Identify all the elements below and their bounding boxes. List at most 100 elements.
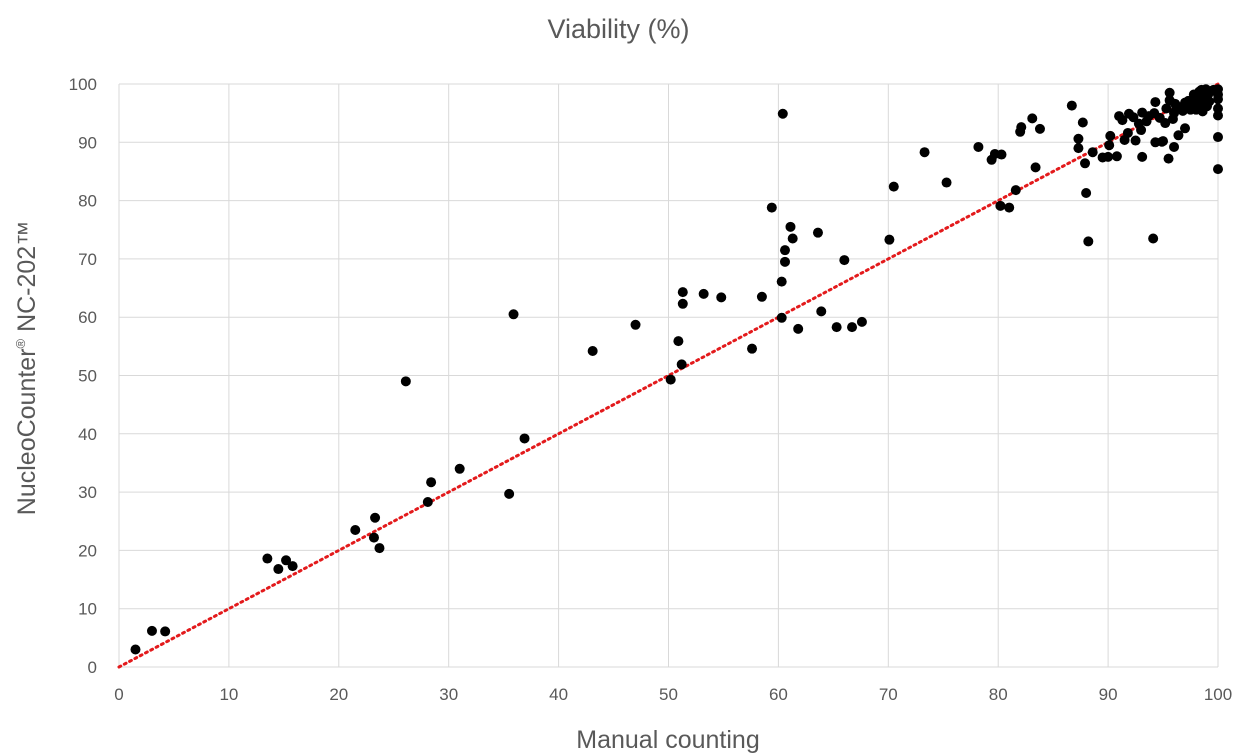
y-axis-ticks: 0 10 20 30 40 50 60 70 80 90 100 <box>69 75 97 677</box>
data-point <box>1122 127 1133 138</box>
data-points <box>130 84 1223 655</box>
data-point <box>747 343 758 354</box>
data-point <box>1016 122 1027 133</box>
y-tick-label: 30 <box>78 483 97 502</box>
data-point <box>785 221 796 232</box>
data-point <box>1213 94 1223 105</box>
x-tick-label: 30 <box>439 685 458 704</box>
data-point <box>1034 123 1045 134</box>
data-point <box>941 177 952 188</box>
data-point <box>370 512 381 523</box>
data-point <box>1027 113 1038 124</box>
y-axis-title-rest: NC-202™ <box>13 221 41 339</box>
data-point <box>973 141 984 152</box>
data-point <box>287 561 298 572</box>
data-point <box>350 524 361 535</box>
data-point <box>508 309 519 320</box>
x-tick-label: 90 <box>1099 685 1118 704</box>
data-point <box>1104 140 1115 151</box>
data-point <box>630 319 641 330</box>
data-point <box>1004 202 1015 213</box>
data-point <box>776 312 787 323</box>
x-axis-title: Manual counting <box>576 726 759 754</box>
y-tick-label: 0 <box>88 658 97 677</box>
data-point <box>273 564 284 575</box>
data-point <box>779 245 790 256</box>
data-point <box>919 147 930 158</box>
data-point <box>422 497 433 508</box>
trendline-path <box>117 82 1220 669</box>
data-point <box>504 488 515 499</box>
data-point <box>839 255 850 266</box>
data-point <box>400 376 411 387</box>
x-tick-label: 50 <box>659 685 678 704</box>
y-tick-label: 90 <box>78 133 97 152</box>
data-point <box>1158 136 1169 147</box>
x-tick-label: 10 <box>219 685 238 704</box>
data-point <box>1105 130 1116 141</box>
data-point <box>368 532 379 543</box>
x-tick-label: 100 <box>1204 685 1232 704</box>
data-point <box>1173 130 1184 141</box>
y-tick-label: 40 <box>78 425 97 444</box>
data-point <box>1161 103 1172 114</box>
data-point <box>698 288 709 299</box>
data-point <box>130 644 141 655</box>
data-point <box>776 276 787 287</box>
data-point <box>1077 117 1088 128</box>
y-tick-label: 20 <box>78 541 97 560</box>
data-point <box>1117 115 1128 126</box>
data-point <box>374 543 385 554</box>
y-axis-title: NucleoCounter® NC-202™ <box>13 221 41 515</box>
data-point <box>426 477 437 488</box>
data-point <box>856 316 867 327</box>
data-point <box>1180 123 1191 134</box>
data-point <box>677 287 688 298</box>
data-point <box>777 108 788 119</box>
data-point <box>665 374 676 385</box>
data-point <box>1103 151 1114 162</box>
data-point <box>262 553 273 564</box>
data-point <box>756 291 767 302</box>
data-point <box>677 298 688 309</box>
data-point <box>1081 188 1092 199</box>
data-point <box>847 322 858 333</box>
data-point <box>1080 158 1091 169</box>
data-point <box>816 306 827 317</box>
data-point <box>1164 87 1175 98</box>
y-tick-label: 60 <box>78 308 97 327</box>
data-point <box>1150 97 1161 108</box>
data-point <box>779 256 790 267</box>
data-point <box>1066 100 1077 111</box>
data-point <box>1163 153 1174 164</box>
data-point <box>996 149 1007 160</box>
data-point <box>1148 233 1159 244</box>
data-point <box>1213 103 1223 114</box>
data-point <box>1030 162 1041 173</box>
data-point <box>1137 151 1148 162</box>
data-point <box>1177 105 1188 116</box>
data-point <box>787 233 798 244</box>
data-point <box>793 323 804 334</box>
x-tick-label: 40 <box>549 685 568 704</box>
x-tick-label: 0 <box>114 685 123 704</box>
data-point <box>888 181 899 192</box>
data-point <box>1136 125 1147 136</box>
data-point <box>1073 133 1084 144</box>
data-point <box>716 292 727 303</box>
data-point <box>673 336 684 347</box>
data-point <box>831 322 842 333</box>
data-point <box>1213 164 1223 175</box>
data-point <box>146 625 157 636</box>
data-point <box>1169 141 1180 152</box>
data-point <box>160 626 171 637</box>
data-point <box>1213 132 1223 143</box>
x-tick-label: 70 <box>879 685 898 704</box>
data-point <box>995 200 1006 211</box>
data-point <box>1111 151 1122 162</box>
data-point <box>454 463 465 474</box>
data-point <box>281 555 292 566</box>
data-point <box>1083 236 1094 247</box>
data-point <box>766 202 777 213</box>
